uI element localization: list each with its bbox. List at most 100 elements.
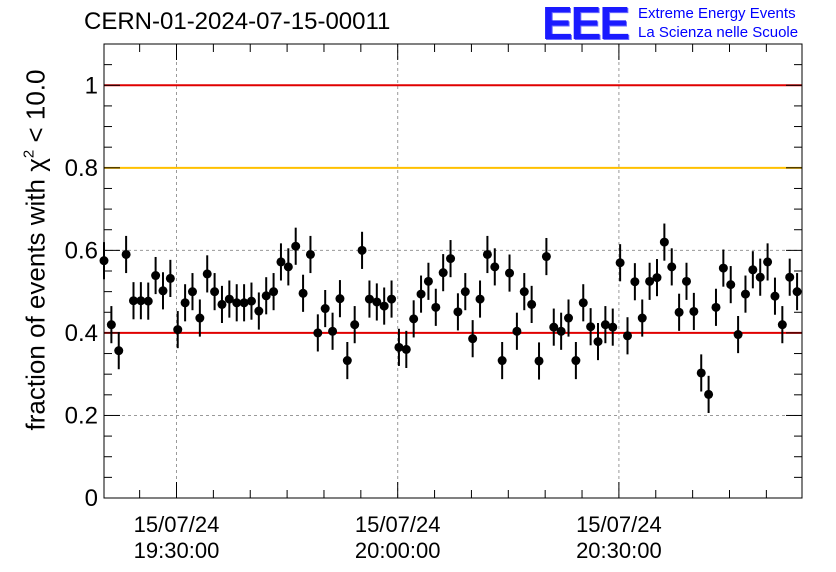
data-point (173, 325, 183, 335)
data-point (446, 254, 456, 264)
x-tick-date: 15/07/24 (354, 512, 441, 537)
data-point (667, 262, 677, 272)
data-point (527, 299, 537, 309)
x-tick-label: 15/07/24 20:00:00 (355, 512, 441, 564)
data-point (711, 302, 721, 312)
x-tick-date: 15/07/24 (133, 512, 220, 537)
data-point (453, 307, 463, 317)
data-point (180, 298, 190, 308)
logo-line-2: La Scienza nelle Scuole (638, 24, 799, 41)
data-point (763, 257, 773, 267)
data-point (726, 280, 736, 290)
y-tick-label: 0.6 (65, 237, 98, 264)
data-point (409, 314, 419, 324)
data-point (313, 328, 323, 338)
data-point (195, 313, 205, 323)
data-point (232, 298, 242, 308)
eee-logo: EEE (542, 0, 630, 49)
y-tick-label: 0.8 (65, 155, 98, 182)
x-tick-date: 15/07/24 (576, 512, 662, 537)
data-point (291, 241, 301, 251)
data-point (792, 287, 802, 297)
data-point (630, 277, 640, 287)
data-point (541, 252, 551, 262)
data-point (740, 289, 750, 299)
data-point (497, 356, 507, 366)
data-point (114, 346, 124, 356)
data-point (645, 276, 655, 286)
data-point (490, 262, 500, 272)
data-point (512, 326, 522, 336)
x-tick-time: 20:30:00 (576, 538, 662, 563)
data-point (261, 291, 271, 301)
data-point (652, 273, 662, 283)
data-point (217, 299, 227, 309)
data-point (387, 294, 397, 304)
data-point (681, 276, 691, 286)
data-point (549, 322, 559, 332)
data-point (431, 302, 441, 312)
data-point (283, 262, 293, 272)
data-point (335, 294, 345, 304)
data-point (475, 294, 485, 304)
data-point (305, 249, 315, 259)
y-tick-label: 0 (85, 485, 98, 512)
data-point (158, 286, 168, 296)
data-point (637, 313, 647, 323)
data-point (615, 258, 625, 268)
data-point (224, 294, 234, 304)
data-point (704, 389, 714, 399)
data-point (239, 298, 249, 308)
x-tick-label: 15/07/24 20:30:00 (576, 512, 662, 564)
data-point (269, 287, 279, 297)
data-point (136, 296, 146, 306)
x-tick-label: 15/07/24 19:30:00 (134, 512, 220, 564)
data-point (519, 287, 529, 297)
data-point (298, 288, 308, 298)
x-tick-time: 20:00:00 (354, 538, 441, 563)
data-point (659, 237, 669, 247)
data-point (210, 287, 220, 297)
data-point (357, 245, 367, 255)
data-point (482, 249, 492, 259)
data-point (586, 322, 596, 332)
data-point (755, 272, 765, 282)
data-point (777, 320, 787, 330)
data-point (320, 304, 330, 314)
data-point (460, 287, 470, 297)
data-point (556, 326, 566, 336)
x-tick-time: 19:30:00 (133, 538, 220, 563)
y-tick-label: 1 (85, 72, 98, 99)
data-point (689, 306, 699, 316)
data-point (246, 296, 256, 306)
data-point (106, 320, 116, 330)
data-point (128, 296, 138, 306)
y-tick-label: 0.2 (65, 402, 98, 429)
data-point (571, 356, 581, 366)
data-point (401, 344, 411, 354)
data-point (505, 268, 515, 278)
data-point (438, 268, 448, 278)
data-point (99, 256, 109, 266)
data-point (593, 337, 603, 347)
data-point (394, 342, 404, 352)
chart-title: CERN-01-2024-07-15-00011 (84, 8, 391, 35)
data-point (423, 276, 433, 286)
data-point (379, 301, 389, 311)
y-tick-label: 0.4 (65, 320, 98, 347)
data-point (534, 356, 544, 366)
data-point (748, 265, 758, 275)
data-point (564, 313, 574, 323)
data-point (578, 298, 588, 308)
data-point (342, 356, 352, 366)
data-point (416, 289, 426, 299)
data-point (254, 306, 264, 316)
data-point (350, 320, 360, 330)
data-point (276, 257, 286, 267)
data-point (372, 297, 382, 307)
data-point (328, 326, 338, 336)
data-point (165, 273, 175, 283)
logo-line-1: Extreme Energy Events (638, 5, 796, 22)
data-point (623, 331, 632, 341)
